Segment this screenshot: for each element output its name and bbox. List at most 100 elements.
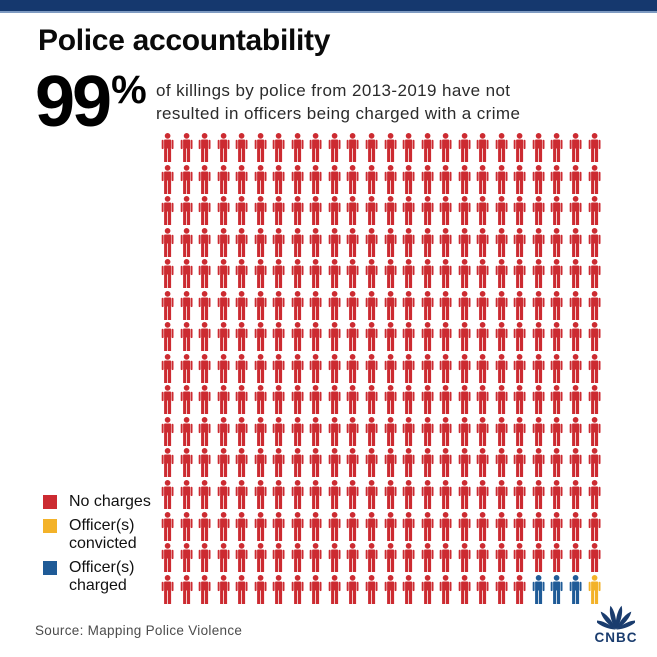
person-icon [346, 196, 359, 225]
person-icon [328, 480, 341, 509]
person-icon [532, 133, 545, 162]
person-icon [588, 480, 601, 509]
person-icon [513, 322, 526, 351]
person-icon [569, 133, 582, 162]
person-icon [550, 512, 563, 541]
legend-label: No charges [69, 493, 151, 510]
person-icon [384, 291, 397, 320]
person-icon [272, 354, 285, 383]
person-icon [513, 385, 526, 414]
person-icon [569, 512, 582, 541]
person-icon [254, 512, 267, 541]
person-icon [513, 196, 526, 225]
person-icon [291, 228, 304, 257]
person-icon [254, 354, 267, 383]
person-icon [328, 133, 341, 162]
person-icon [235, 322, 248, 351]
person-icon [328, 196, 341, 225]
person-icon [198, 354, 211, 383]
person-icon [439, 354, 452, 383]
person-icon [588, 196, 601, 225]
pictogram-grid [161, 133, 606, 606]
person-icon [346, 448, 359, 477]
person-icon [272, 480, 285, 509]
person-icon [328, 512, 341, 541]
person-icon [291, 259, 304, 288]
person-icon [495, 322, 508, 351]
person-icon [272, 291, 285, 320]
person-icon [550, 322, 563, 351]
person-icon [180, 165, 193, 194]
person-icon [476, 575, 489, 604]
charged-swatch [43, 560, 57, 575]
person-icon [180, 354, 193, 383]
person-icon [439, 385, 452, 414]
person-icon [180, 322, 193, 351]
person-icon [569, 417, 582, 446]
person-icon [550, 291, 563, 320]
person-icon [384, 322, 397, 351]
person-icon [458, 543, 471, 572]
person-icon [421, 512, 434, 541]
person-icon [458, 575, 471, 604]
person-icon [532, 196, 545, 225]
person-icon [402, 385, 415, 414]
person-icon [291, 543, 304, 572]
person-icon [458, 196, 471, 225]
person-icon [513, 133, 526, 162]
person-icon [384, 228, 397, 257]
person-icon [254, 448, 267, 477]
person-icon [476, 448, 489, 477]
person-icon [198, 417, 211, 446]
person-icon [513, 543, 526, 572]
person-icon [402, 448, 415, 477]
person-icon [365, 322, 378, 351]
person-icon [291, 417, 304, 446]
person-icon [495, 512, 508, 541]
stat-number: 99 [35, 62, 112, 142]
stat-description: of killings by police from 2013-2019 hav… [156, 79, 520, 125]
person-icon [254, 133, 267, 162]
person-icon [588, 385, 601, 414]
person-icon [272, 165, 285, 194]
person-icon [365, 196, 378, 225]
top-accent-line [0, 11, 657, 13]
person-icon [476, 417, 489, 446]
person-icon [476, 196, 489, 225]
person-icon [235, 228, 248, 257]
person-icon [550, 417, 563, 446]
person-icon [532, 575, 545, 604]
legend-label: Officer(s) convicted [69, 516, 137, 553]
person-icon [550, 228, 563, 257]
person-icon [346, 259, 359, 288]
person-icon [439, 259, 452, 288]
person-icon [569, 259, 582, 288]
person-icon [550, 575, 563, 604]
person-icon [588, 512, 601, 541]
person-icon [476, 512, 489, 541]
person-icon [198, 543, 211, 572]
person-icon [588, 133, 601, 162]
person-icon [532, 291, 545, 320]
person-icon [272, 385, 285, 414]
person-icon [421, 543, 434, 572]
person-icon [309, 512, 322, 541]
person-icon [588, 417, 601, 446]
person-icon [272, 259, 285, 288]
person-icon [217, 322, 230, 351]
person-icon [532, 512, 545, 541]
page-title: Police accountability [38, 24, 331, 57]
person-icon [198, 322, 211, 351]
person-icon [254, 543, 267, 572]
person-icon [569, 228, 582, 257]
person-icon [346, 354, 359, 383]
person-icon [328, 448, 341, 477]
person-icon [439, 228, 452, 257]
person-icon [365, 165, 378, 194]
person-icon [328, 385, 341, 414]
person-icon [532, 480, 545, 509]
person-icon [198, 133, 211, 162]
person-icon [439, 448, 452, 477]
person-icon [365, 417, 378, 446]
person-icon [495, 385, 508, 414]
